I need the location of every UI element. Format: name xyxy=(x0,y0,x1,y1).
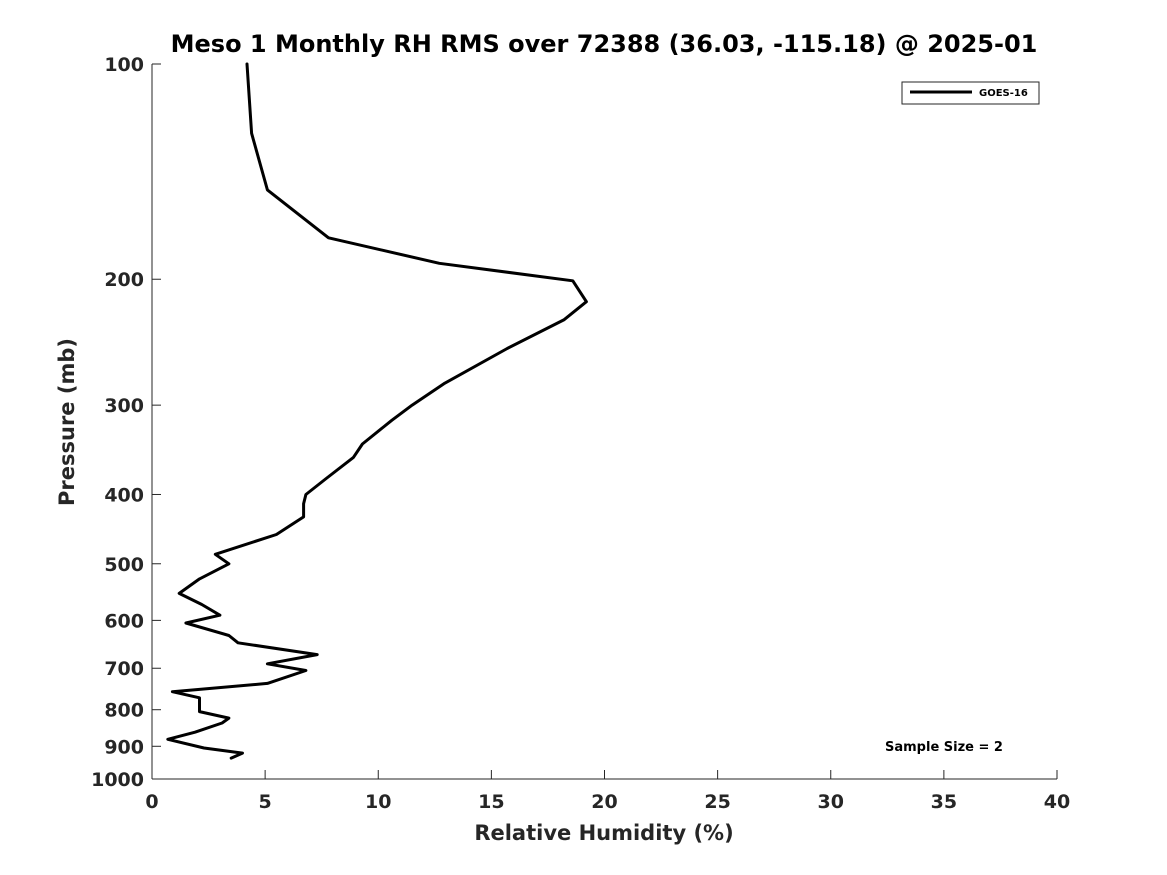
y-tick-label-800: 800 xyxy=(104,700,144,722)
x-tick-label-35: 35 xyxy=(931,791,957,813)
legend-label-goes-16: GOES-16 xyxy=(979,88,1028,99)
y-tick-label-200: 200 xyxy=(104,269,144,291)
y-tick-label-700: 700 xyxy=(104,658,144,680)
y-tick-label-900: 900 xyxy=(104,736,144,758)
y-axis-label: Pressure (mb) xyxy=(55,338,79,506)
x-tick-label-40: 40 xyxy=(1044,791,1070,813)
x-tick-label-25: 25 xyxy=(704,791,730,813)
sample-size-annotation: Sample Size = 2 xyxy=(885,740,1003,755)
series-line-goes-16 xyxy=(166,62,588,760)
y-tick-label-1000: 1000 xyxy=(91,769,144,791)
y-tick-label-600: 600 xyxy=(104,610,144,632)
plot-background xyxy=(152,64,1057,779)
x-axis-label: Relative Humidity (%) xyxy=(474,821,733,845)
x-axis: 0 5 10 15 20 25 30 35 40 xyxy=(145,770,1070,813)
legend: GOES-16 xyxy=(901,81,1040,105)
y-tick-label-300: 300 xyxy=(104,395,144,417)
chart-title: Meso 1 Monthly RH RMS over 72388 (36.03,… xyxy=(171,30,1038,58)
y-tick-label-500: 500 xyxy=(104,554,144,576)
x-tick-label-15: 15 xyxy=(478,791,504,813)
y-tick-label-100: 100 xyxy=(104,54,144,76)
series-layer xyxy=(166,62,588,760)
x-tick-label-20: 20 xyxy=(591,791,617,813)
x-tick-label-30: 30 xyxy=(818,791,844,813)
x-tick-label-0: 0 xyxy=(145,791,158,813)
y-axis: 100 200 300 400 500 600 700 800 900 1000 xyxy=(91,54,161,791)
x-tick-label-5: 5 xyxy=(259,791,272,813)
x-tick-label-10: 10 xyxy=(365,791,391,813)
y-tick-label-400: 400 xyxy=(104,484,144,506)
